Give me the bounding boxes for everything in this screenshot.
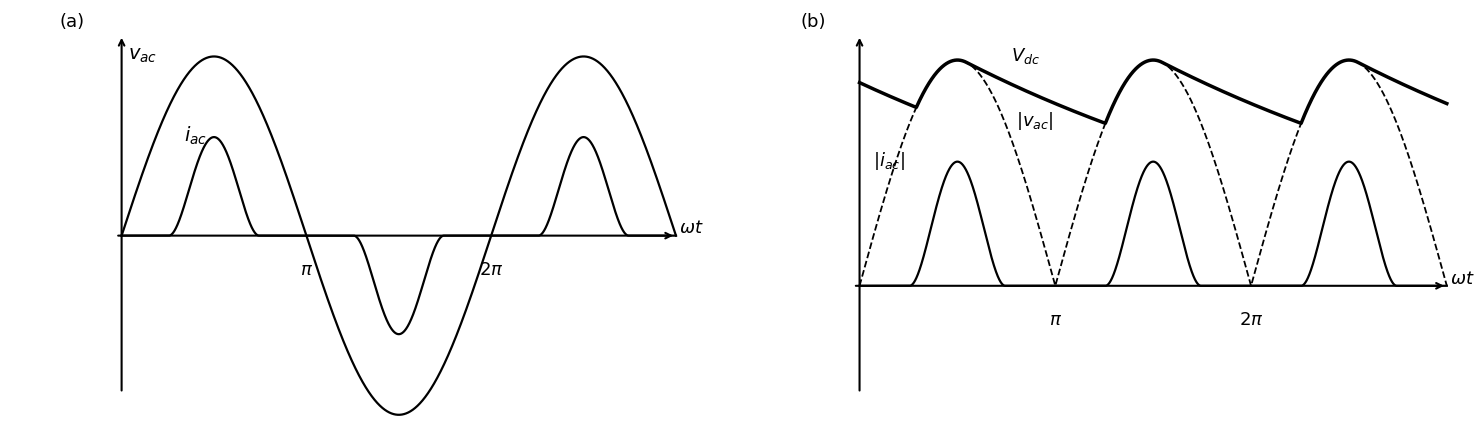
Text: (a): (a) xyxy=(59,14,85,31)
Text: $\pi$: $\pi$ xyxy=(300,261,313,279)
Text: $i_{ac}$: $i_{ac}$ xyxy=(184,125,208,147)
Text: $2\pi$: $2\pi$ xyxy=(479,261,503,279)
Text: $|v_{ac}|$: $|v_{ac}|$ xyxy=(1016,110,1054,132)
Text: $\pi$: $\pi$ xyxy=(1048,311,1062,329)
Text: $\omega t$: $\omega t$ xyxy=(679,219,704,237)
Text: (b): (b) xyxy=(801,14,826,31)
Text: $|i_{ac}|$: $|i_{ac}|$ xyxy=(872,149,905,172)
Text: $v_{ac}$: $v_{ac}$ xyxy=(128,46,157,65)
Text: $2\pi$: $2\pi$ xyxy=(1238,311,1264,329)
Text: $V_{dc}$: $V_{dc}$ xyxy=(1011,46,1041,66)
Text: $\omega t$: $\omega t$ xyxy=(1450,270,1474,288)
